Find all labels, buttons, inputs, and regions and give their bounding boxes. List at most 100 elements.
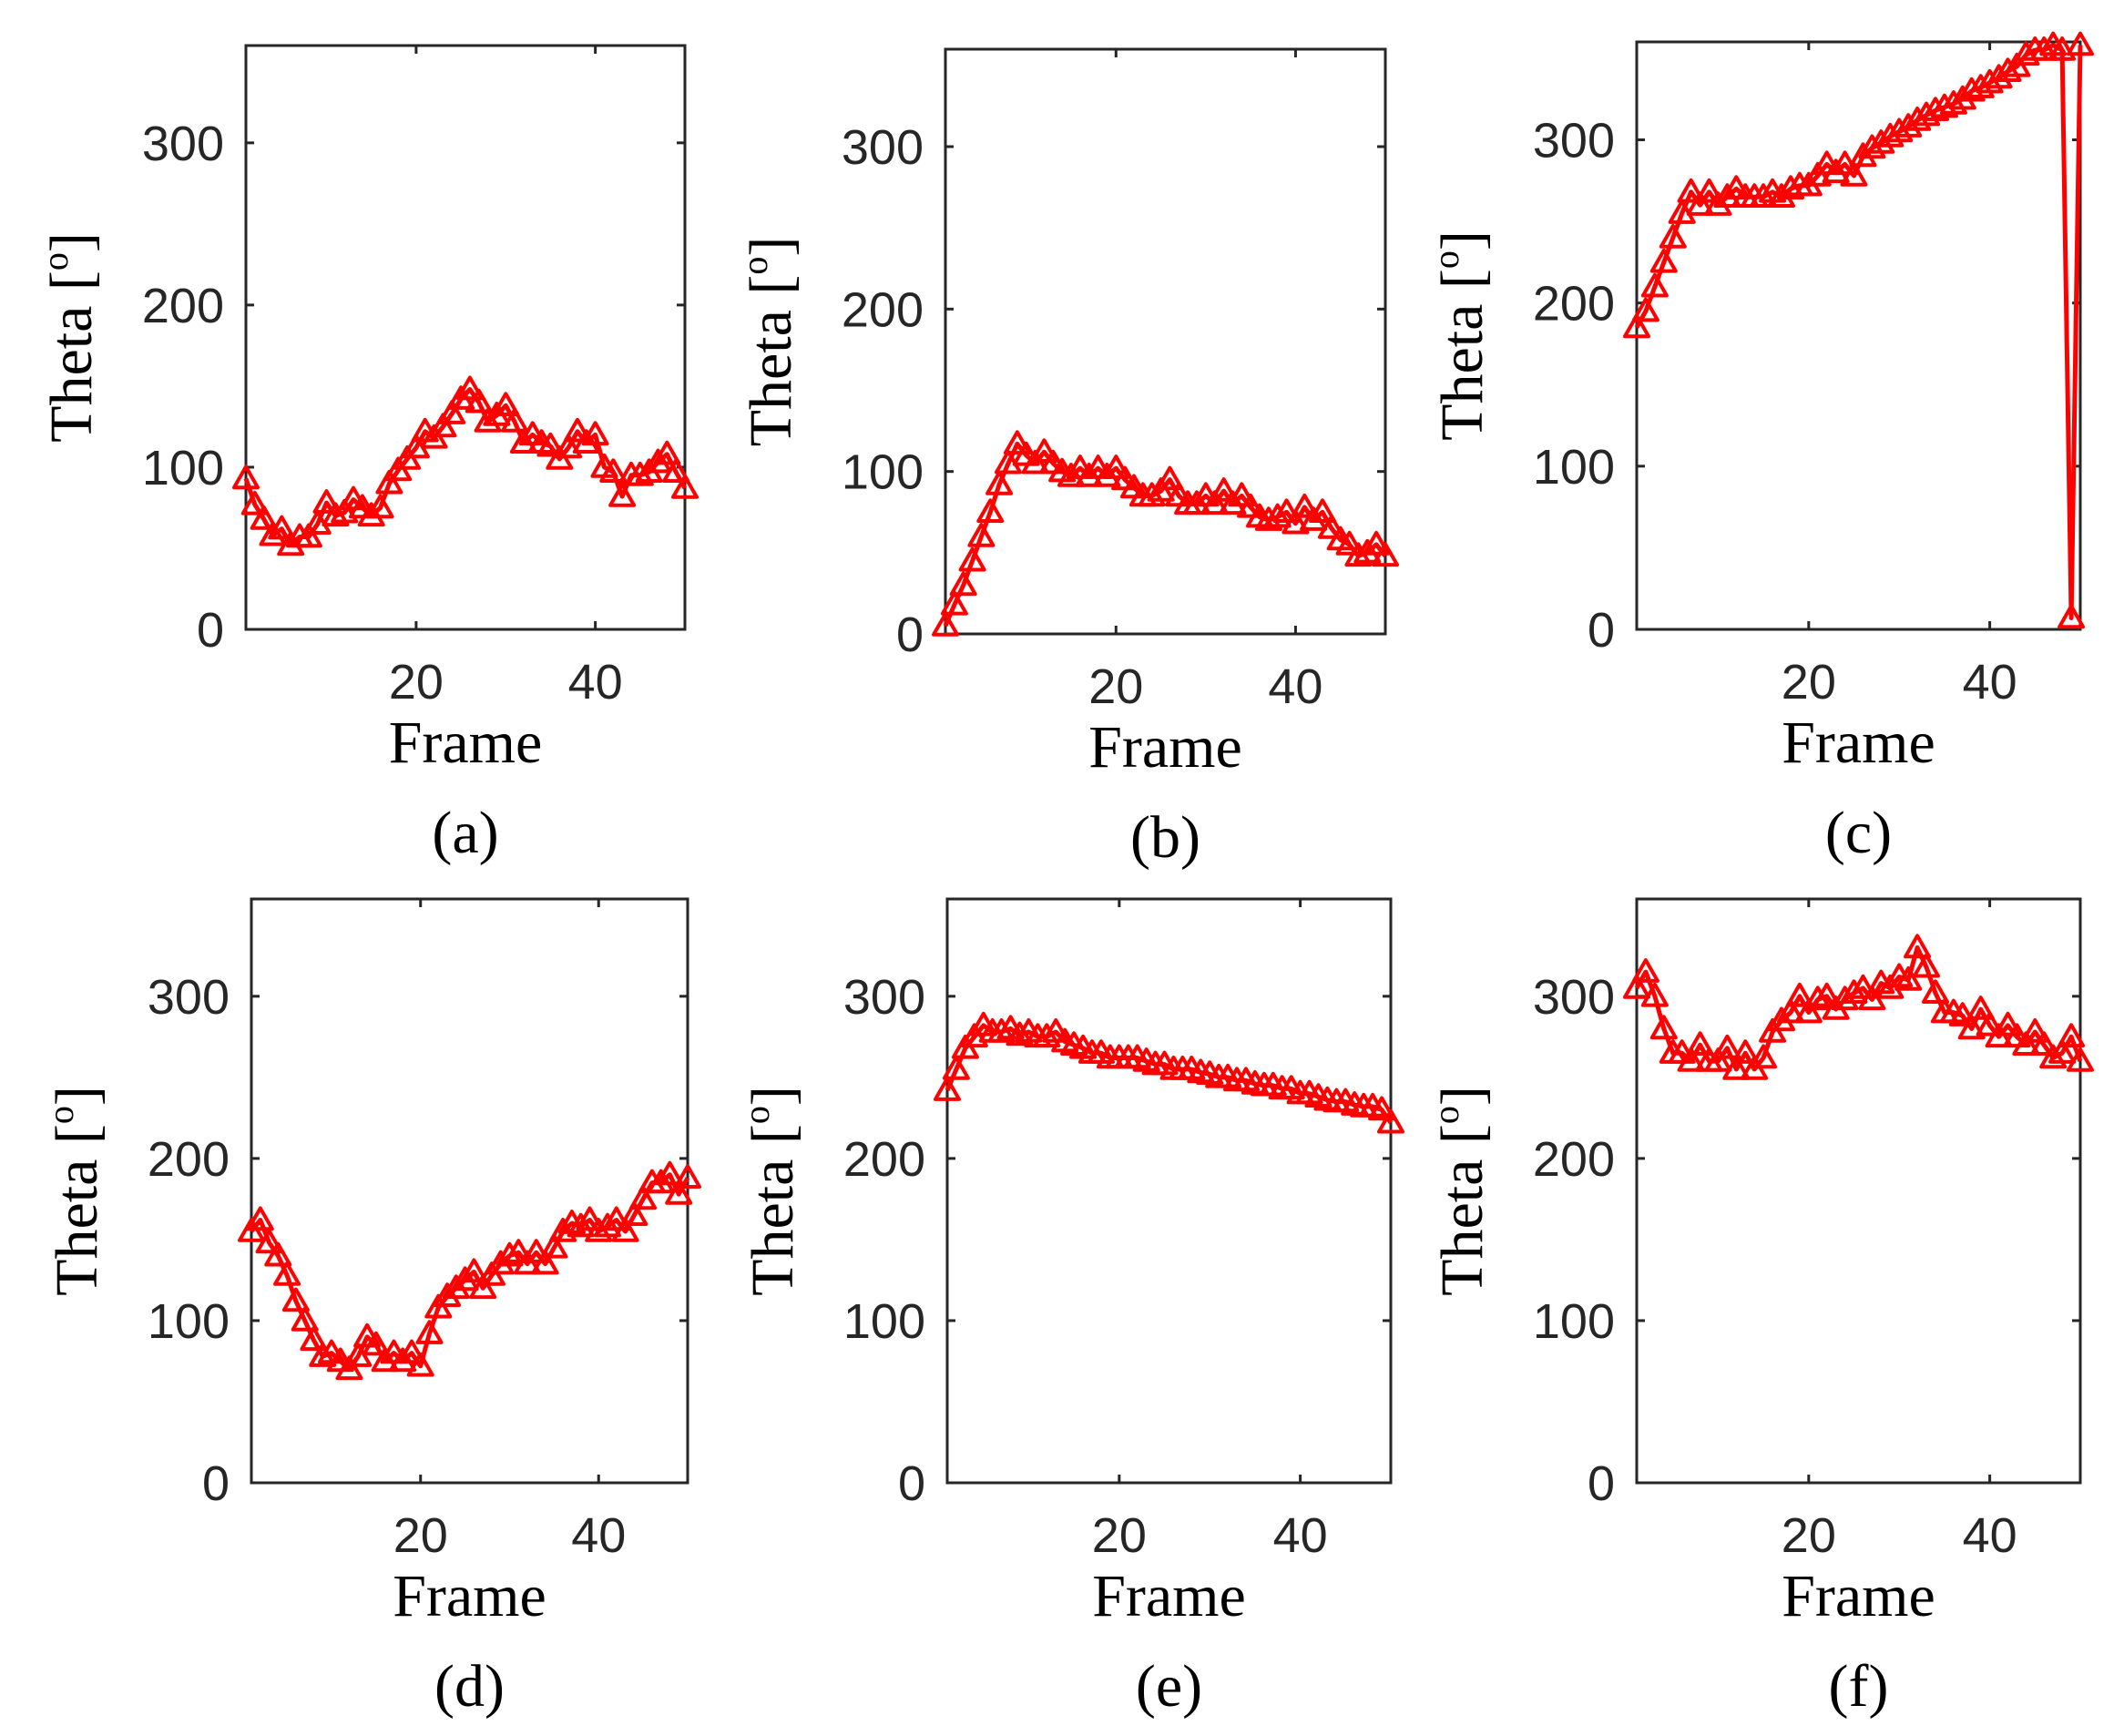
data-point-marker: [985, 470, 1014, 495]
data-point-marker: [1840, 161, 1868, 187]
data-point-marker: [1894, 966, 1923, 991]
data-point-marker: [1731, 1039, 1760, 1064]
x-tick-label: 20: [393, 1508, 448, 1563]
data-point-marker: [366, 494, 394, 519]
data-point-marker: [1030, 438, 1058, 463]
data-point-marker: [2048, 1039, 2077, 1064]
data-point-marker: [335, 1355, 363, 1381]
data-point-marker: [2030, 1031, 2058, 1056]
chart-panel: 20 40 0 100 200 300 Frame Theta [o] (b): [734, 47, 1399, 871]
chart-panel: 20 40 0 100 200 300 Frame Theta [o] (f): [1425, 897, 2094, 1720]
data-point-marker: [268, 515, 296, 540]
data-point-marker: [1957, 1015, 1986, 1040]
data-point-marker: [1102, 454, 1130, 479]
data-point-marker: [2058, 604, 2086, 629]
data-point-marker: [264, 1241, 292, 1267]
x-tick-label: 40: [1273, 1508, 1328, 1563]
data-point-marker: [1686, 191, 1714, 216]
data-point-marker: [1377, 1108, 1404, 1134]
data-point-marker: [1704, 1047, 1732, 1072]
y-axis-title-close: ]: [38, 232, 105, 252]
data-point-marker: [501, 408, 529, 433]
axes-box: [244, 44, 687, 631]
data-point-marker: [611, 1218, 639, 1242]
data-point-marker: [232, 465, 260, 490]
y-axis-title-text: Theta [: [738, 275, 804, 447]
data-point-marker: [1994, 1011, 2022, 1036]
data-point-marker: [442, 1274, 470, 1300]
data-point-marker: [246, 1206, 274, 1231]
data-point-marker: [599, 458, 628, 483]
data-point-marker: [291, 1306, 319, 1332]
x-tick-label: 40: [1963, 1508, 2017, 1563]
y-axis-title: Theta [o]: [35, 232, 105, 443]
panel-caption: (e): [1136, 1653, 1202, 1720]
data-point-marker: [1659, 224, 1687, 249]
axes-box: [945, 897, 1393, 1485]
data-point-marker: [1623, 974, 1650, 999]
data-point-marker: [495, 1241, 524, 1267]
x-axis-title: Frame: [1782, 1563, 1935, 1629]
data-point-marker: [934, 1077, 961, 1101]
data-point-marker: [1300, 506, 1328, 531]
data-point-marker: [1677, 178, 1705, 203]
data-point-marker: [540, 1233, 568, 1259]
data-point-marker: [656, 1160, 684, 1186]
data-point-marker: [2067, 31, 2094, 56]
data-point-marker: [987, 1018, 1016, 1043]
data-point-marker: [1722, 1056, 1751, 1080]
y-tick-label: 100: [1533, 1294, 1615, 1349]
data-point-marker: [1200, 490, 1229, 516]
x-tick-label: 40: [568, 655, 623, 710]
y-tick-label: 200: [148, 1132, 230, 1187]
axes-box: [944, 47, 1387, 636]
data-point-marker: [331, 498, 359, 524]
y-axis-title-text: Theta [: [44, 1124, 110, 1296]
x-tick-label: 40: [1268, 659, 1322, 714]
data-point-marker: [564, 417, 591, 443]
data-point-marker: [1777, 175, 1804, 199]
data-point-marker: [2058, 1023, 2086, 1048]
x-tick-label: 20: [1092, 1508, 1147, 1563]
data-point-marker: [455, 375, 484, 401]
data-point-marker: [1976, 1011, 2004, 1036]
data-point-marker: [398, 1339, 425, 1364]
data-point-marker: [576, 1206, 604, 1231]
data-point-marker: [389, 1347, 417, 1373]
data-point-marker: [940, 590, 968, 616]
data-point-marker: [1057, 463, 1085, 487]
y-tick-label: 0: [197, 603, 224, 658]
data-point-marker: [281, 1287, 310, 1312]
data-point-marker: [300, 1326, 328, 1352]
data-point-marker: [602, 1206, 630, 1231]
data-point-marker: [1803, 985, 1832, 1011]
data-point-marker: [620, 1201, 648, 1226]
data-point-marker: [1695, 178, 1723, 203]
data-point-marker: [1640, 272, 1669, 298]
y-axis-title-superscript: o: [736, 1106, 777, 1124]
data-point-marker: [2048, 36, 2077, 61]
chart-panel: 20 40 0 100 200 300 Frame Theta [o] (d): [40, 897, 701, 1720]
data-point-marker: [1372, 542, 1399, 567]
y-tick-label: 0: [1588, 603, 1615, 658]
y-axis-title: Theta [o]: [734, 237, 804, 447]
data-point-marker: [674, 1164, 701, 1189]
data-point-marker: [1237, 493, 1265, 518]
y-axis-title: Theta [o]: [1425, 1086, 1496, 1296]
data-point-marker: [1794, 998, 1823, 1024]
data-point-marker: [2030, 36, 2058, 61]
data-point-marker: [567, 1212, 595, 1238]
data-point-marker: [509, 429, 537, 454]
chart-panel: 20 40 0 100 200 300 Frame Theta [o] (c): [1425, 31, 2094, 866]
data-point-marker: [362, 1331, 390, 1356]
data-point-marker: [1631, 297, 1659, 322]
y-axis-title: Theta [o]: [40, 1086, 110, 1296]
data-point-marker: [434, 1282, 462, 1307]
y-tick-label: 200: [1533, 277, 1615, 332]
y-tick-label: 300: [148, 970, 230, 1025]
axes-box: [1635, 40, 2082, 631]
data-point-marker: [1913, 953, 1940, 978]
data-point-marker: [1966, 996, 1995, 1020]
data-point-marker: [2012, 41, 2040, 66]
y-tick-label: 0: [1588, 1456, 1615, 1511]
